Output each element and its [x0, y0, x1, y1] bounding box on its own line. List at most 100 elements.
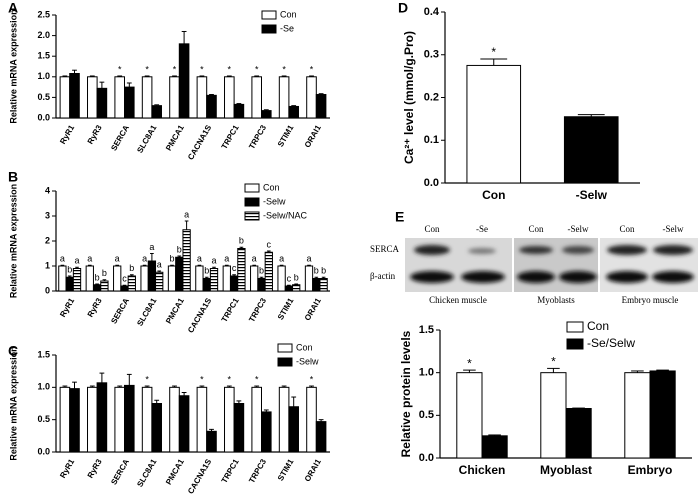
error-bar: [254, 385, 260, 388]
x-tick-label: Myoblast: [540, 463, 592, 477]
bar: [124, 86, 135, 119]
error-bar: [172, 75, 177, 77]
bar: [69, 73, 80, 119]
error-bar: [204, 276, 209, 279]
x-tick-label: TRPC3: [247, 123, 268, 151]
y-tick-label: 0.0: [37, 112, 50, 122]
error-bar: [150, 253, 154, 261]
bar: [169, 76, 180, 119]
y-tick-label: 1.0: [37, 382, 50, 392]
y-axis-label: Relative mRNA expression: [8, 9, 18, 123]
bar: [114, 76, 126, 119]
annotation: c: [267, 239, 272, 249]
bar: [196, 386, 208, 453]
bar: [288, 105, 299, 119]
x-tick-label: PMCA1: [164, 123, 186, 152]
bar: [151, 105, 162, 119]
annotation: c: [232, 263, 237, 273]
lane-label: Con: [619, 224, 635, 234]
annotation: b: [259, 266, 264, 276]
bar: [155, 271, 164, 292]
annotation: *: [255, 374, 259, 384]
bar: [169, 386, 180, 453]
bar: [113, 265, 122, 292]
annotation: *: [145, 374, 149, 384]
error-bar: [656, 369, 669, 371]
x-tick-label: RyR1: [58, 457, 76, 480]
bar: [92, 284, 102, 292]
error-bar: [488, 434, 501, 436]
bar: [261, 411, 272, 453]
bar: [59, 76, 71, 119]
annotation: a: [142, 254, 147, 264]
bar: [206, 94, 217, 119]
bar: [233, 103, 245, 119]
annotation: *: [467, 356, 472, 370]
panel-label: E: [395, 209, 404, 225]
bar: [206, 430, 217, 453]
y-axis-label: Ca²⁺ level (mmol/g.Pro): [402, 31, 416, 164]
bar: [257, 278, 266, 292]
error-bar: [577, 114, 605, 117]
error-bar: [291, 105, 297, 107]
error-bar: [72, 69, 77, 74]
y-tick-label: 1.0: [419, 367, 434, 379]
error-bar: [75, 266, 79, 269]
bar: [114, 386, 126, 453]
annotation: *: [228, 64, 232, 74]
legend-swatch: [566, 338, 584, 350]
error-bar: [181, 392, 187, 396]
bar: [264, 251, 273, 292]
error-bar: [463, 369, 476, 373]
x-tick-label: SLC8A1: [135, 457, 158, 489]
bar: [466, 64, 522, 184]
annotation: *: [282, 64, 286, 74]
western-blot: Con -Se Con -Selw Con -Selw SERCA β-acti…: [370, 224, 698, 305]
x-tick-label: TRPC3: [247, 457, 268, 485]
bar: [224, 386, 235, 453]
annotation: *: [255, 64, 259, 74]
bar: [100, 280, 109, 292]
bar: [277, 265, 286, 292]
error-bar: [126, 373, 132, 386]
y-tick-label: 0.1: [424, 134, 439, 146]
error-bar: [232, 274, 236, 276]
bar: [209, 268, 219, 292]
bar: [481, 435, 508, 459]
bar: [649, 370, 676, 459]
bar: [87, 76, 98, 119]
legend-swatch: [566, 321, 584, 333]
error-bar: [309, 75, 314, 77]
bar: [85, 265, 94, 292]
error-bar: [197, 264, 202, 266]
bar: [306, 386, 317, 453]
legend-swatch: [277, 343, 293, 353]
bar: [229, 275, 239, 292]
bar: [69, 388, 80, 453]
x-tick-label: CACNA1S: [186, 457, 213, 496]
annotation: b: [314, 266, 319, 276]
annotation: b: [169, 254, 174, 264]
bar: [151, 403, 162, 453]
y-tick-label: 2.5: [37, 9, 50, 19]
bar: [167, 265, 177, 292]
legend-label: -Selw: [263, 196, 286, 206]
bar: [178, 395, 190, 453]
legend-swatch: [261, 24, 277, 34]
annotation: a: [157, 259, 162, 269]
error-bar: [547, 367, 560, 373]
error-bar: [126, 82, 132, 88]
y-axis-label: Relative protein levels: [399, 330, 413, 457]
x-tick-label: RyR1: [58, 296, 76, 319]
annotation: b: [239, 236, 244, 246]
annotation: a: [224, 254, 229, 264]
bar: [65, 276, 74, 292]
bar: [251, 386, 263, 453]
bar: [315, 94, 327, 119]
annotation: a: [87, 254, 92, 264]
bar: [202, 278, 211, 292]
bar: [624, 372, 651, 459]
error-bar: [142, 264, 147, 266]
annotation: a: [252, 254, 257, 264]
